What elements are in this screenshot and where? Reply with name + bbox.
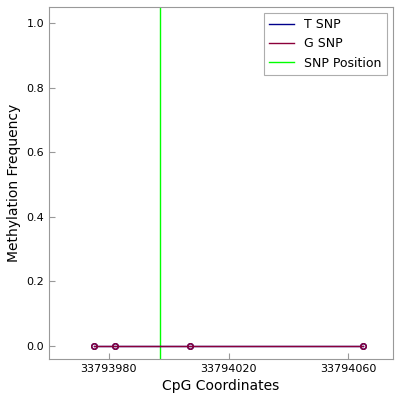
Y-axis label: Methylation Frequency: Methylation Frequency — [7, 104, 21, 262]
Legend: T SNP, G SNP, SNP Position: T SNP, G SNP, SNP Position — [264, 13, 387, 75]
X-axis label: CpG Coordinates: CpG Coordinates — [162, 379, 280, 393]
